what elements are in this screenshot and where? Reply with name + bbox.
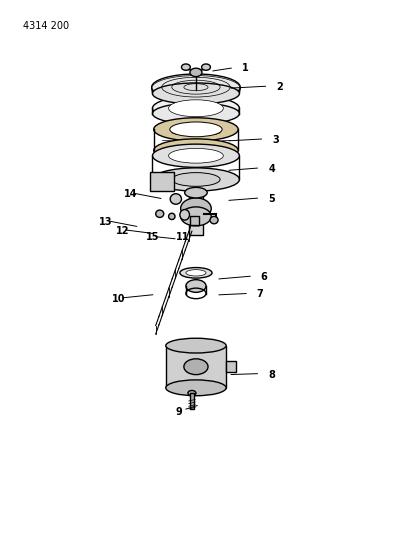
Text: 5: 5 (268, 194, 275, 204)
Ellipse shape (172, 173, 220, 187)
Ellipse shape (188, 391, 196, 395)
Ellipse shape (186, 280, 206, 292)
Text: 1: 1 (242, 63, 249, 72)
Text: 11: 11 (176, 232, 189, 243)
Text: 4314 200: 4314 200 (23, 21, 69, 31)
Ellipse shape (166, 338, 226, 353)
Ellipse shape (186, 270, 206, 276)
Ellipse shape (210, 216, 218, 224)
Ellipse shape (153, 168, 239, 191)
Ellipse shape (169, 100, 223, 117)
Text: 10: 10 (111, 294, 125, 304)
Text: 13: 13 (100, 217, 113, 227)
Ellipse shape (153, 96, 239, 120)
Text: 6: 6 (260, 272, 267, 282)
Ellipse shape (182, 64, 190, 70)
Ellipse shape (154, 139, 238, 162)
Ellipse shape (170, 122, 222, 137)
Ellipse shape (190, 68, 202, 77)
Text: 9: 9 (176, 407, 182, 417)
Text: 15: 15 (146, 232, 159, 243)
Bar (226, 361, 236, 372)
Bar (190, 216, 199, 225)
Text: 2: 2 (277, 82, 283, 92)
Ellipse shape (185, 188, 207, 198)
Ellipse shape (184, 359, 208, 375)
Ellipse shape (181, 207, 211, 226)
Ellipse shape (180, 209, 189, 220)
Ellipse shape (153, 103, 239, 124)
Ellipse shape (153, 144, 239, 167)
Text: 12: 12 (115, 225, 129, 236)
Ellipse shape (156, 210, 164, 217)
Bar (190, 393, 194, 409)
Bar (189, 192, 203, 235)
Text: 3: 3 (273, 135, 279, 145)
Ellipse shape (169, 148, 223, 163)
Text: 8: 8 (268, 369, 275, 379)
Ellipse shape (170, 193, 182, 204)
Polygon shape (150, 172, 174, 191)
Ellipse shape (169, 213, 175, 220)
Ellipse shape (181, 198, 211, 219)
Ellipse shape (154, 118, 238, 141)
Ellipse shape (153, 83, 239, 104)
Ellipse shape (152, 74, 240, 100)
Text: 14: 14 (124, 189, 137, 199)
Bar (166, 345, 226, 388)
Text: 7: 7 (256, 289, 263, 300)
Ellipse shape (180, 268, 212, 278)
Ellipse shape (202, 64, 211, 70)
Ellipse shape (166, 380, 226, 395)
Text: 4: 4 (268, 164, 275, 174)
